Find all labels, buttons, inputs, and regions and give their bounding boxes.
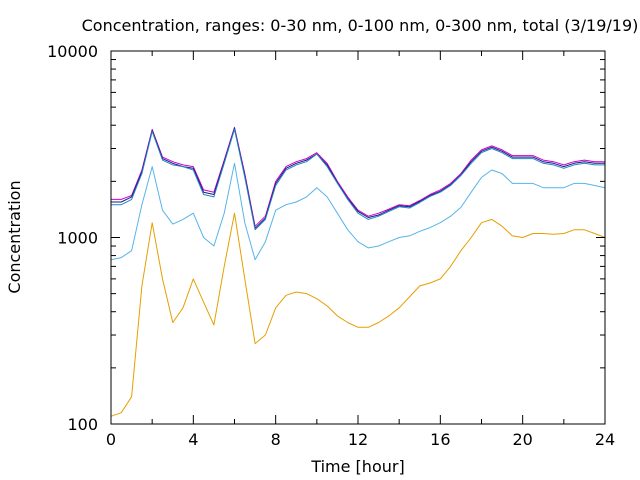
series-line-2 [111,127,605,229]
y-tick-label: 10000 [47,42,98,61]
series-layer [110,126,606,417]
x-tick-label: 8 [271,430,281,449]
x-tick-label: 4 [188,430,198,449]
chart-title: Concentration, ranges: 0-30 nm, 0-100 nm… [82,16,639,35]
x-tick-label: 20 [512,430,532,449]
series-line-5 [110,212,606,417]
x-tick-label: 0 [106,430,116,449]
y-tick-label: 1000 [57,229,98,248]
x-tick-label: 16 [430,430,450,449]
series-line-3 [111,128,605,231]
y-axis-title: Concentration [5,180,24,293]
x-axis-title: Time [hour] [310,457,404,476]
plot-frame [110,50,606,425]
x-tick-label: 12 [348,430,368,449]
y-tick-label: 100 [67,415,98,434]
series-line-1 [111,126,605,227]
series-line-4 [110,162,606,261]
x-tick-label: 24 [595,430,615,449]
